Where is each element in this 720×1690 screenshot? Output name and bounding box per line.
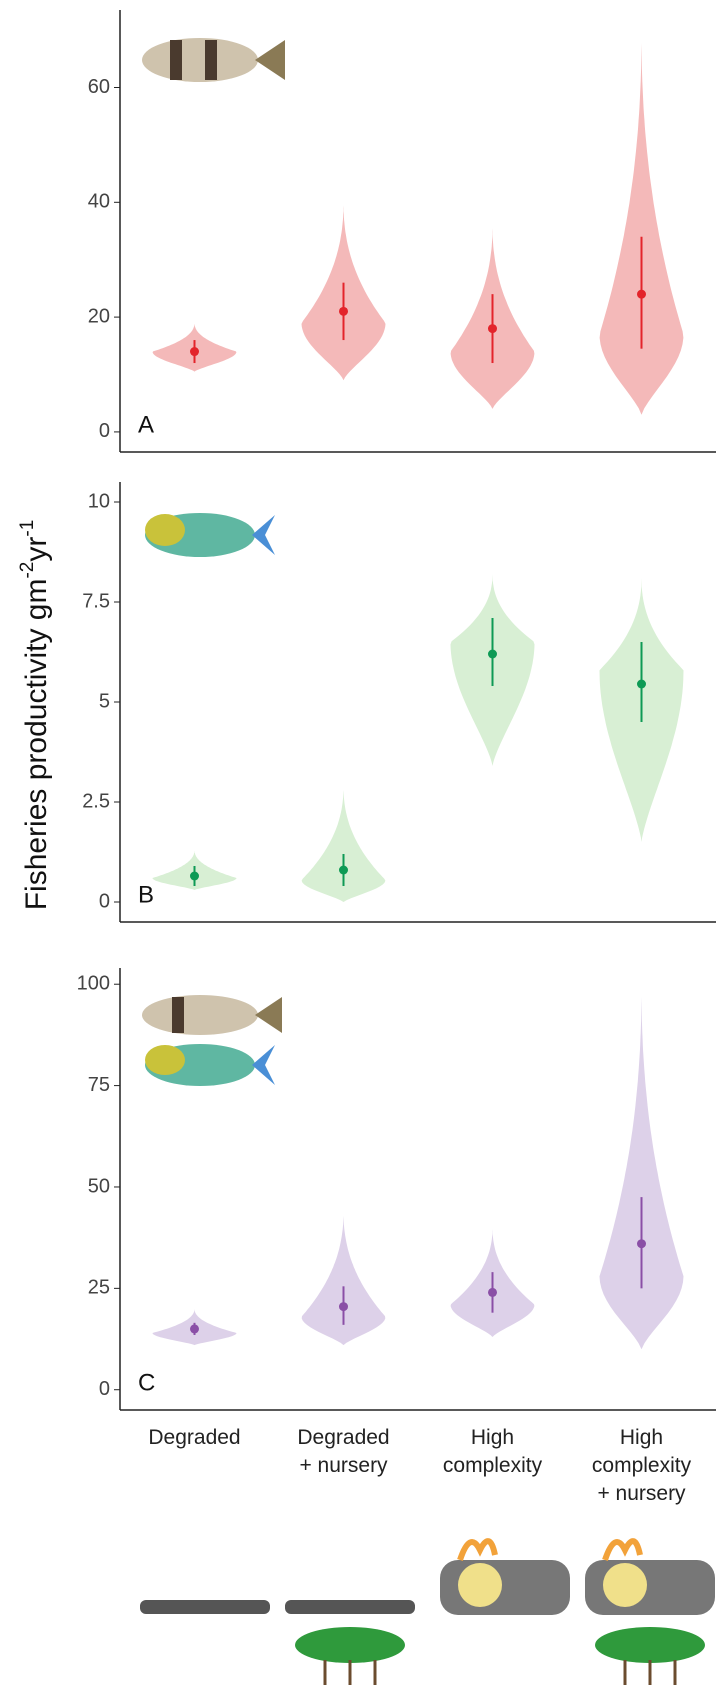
y-tick-label: 2.5 <box>82 790 110 812</box>
y-tick-label: 60 <box>88 76 110 98</box>
mean-point <box>339 307 348 316</box>
y-tick-label: 0 <box>99 1378 110 1400</box>
y-label-sup: -1 <box>17 520 38 537</box>
page: Fisheries productivity gm-2yr-1 0 20 40 60 A… <box>0 0 720 1690</box>
y-tick-label: 0 <box>99 890 110 912</box>
y-tick-label: 7.5 <box>82 590 110 612</box>
panel-label: A <box>138 411 154 438</box>
fish-icon <box>145 513 275 557</box>
y-axis-label: Fisheries productivity gm-2yr-1 <box>17 520 53 911</box>
y-tick-label: 25 <box>88 1277 110 1299</box>
mean-point <box>488 1288 497 1297</box>
y-label-text: yr <box>20 537 53 562</box>
y-label-sup: -2 <box>17 562 38 579</box>
mean-point <box>190 1324 199 1333</box>
violin <box>600 984 684 1349</box>
y-tick-label: 5 <box>99 690 110 712</box>
panel-label: B <box>138 881 154 908</box>
y-tick-label: 50 <box>88 1175 110 1197</box>
fish-icon <box>142 995 282 1086</box>
y-tick-label: 20 <box>88 305 110 327</box>
mean-point <box>488 650 497 659</box>
mean-point <box>637 1239 646 1248</box>
violin <box>302 1211 386 1345</box>
habitat-icons <box>140 1541 715 1685</box>
y-tick-label: 0 <box>99 420 110 442</box>
mean-point <box>339 1302 348 1311</box>
mean-point <box>637 680 646 689</box>
mean-point <box>190 347 199 356</box>
mean-point <box>190 872 199 881</box>
x-tick-label: Degraded + nursery <box>269 1424 419 1480</box>
y-label-text: Fisheries productivity gm <box>20 579 53 911</box>
violin <box>600 30 684 415</box>
mean-point <box>637 290 646 299</box>
x-tick-label: Degraded <box>120 1424 270 1452</box>
y-tick-label: 40 <box>88 191 110 213</box>
y-tick-label: 75 <box>88 1074 110 1096</box>
panel-label: C <box>138 1369 155 1396</box>
mean-point <box>488 324 497 333</box>
x-tick-label: High complexity + nursery <box>567 1424 717 1508</box>
x-tick-label: High complexity <box>418 1424 568 1480</box>
y-tick-label: 10 <box>88 490 110 512</box>
y-tick-label: 100 <box>77 973 110 995</box>
mean-point <box>339 866 348 875</box>
fish-icon <box>142 38 285 82</box>
